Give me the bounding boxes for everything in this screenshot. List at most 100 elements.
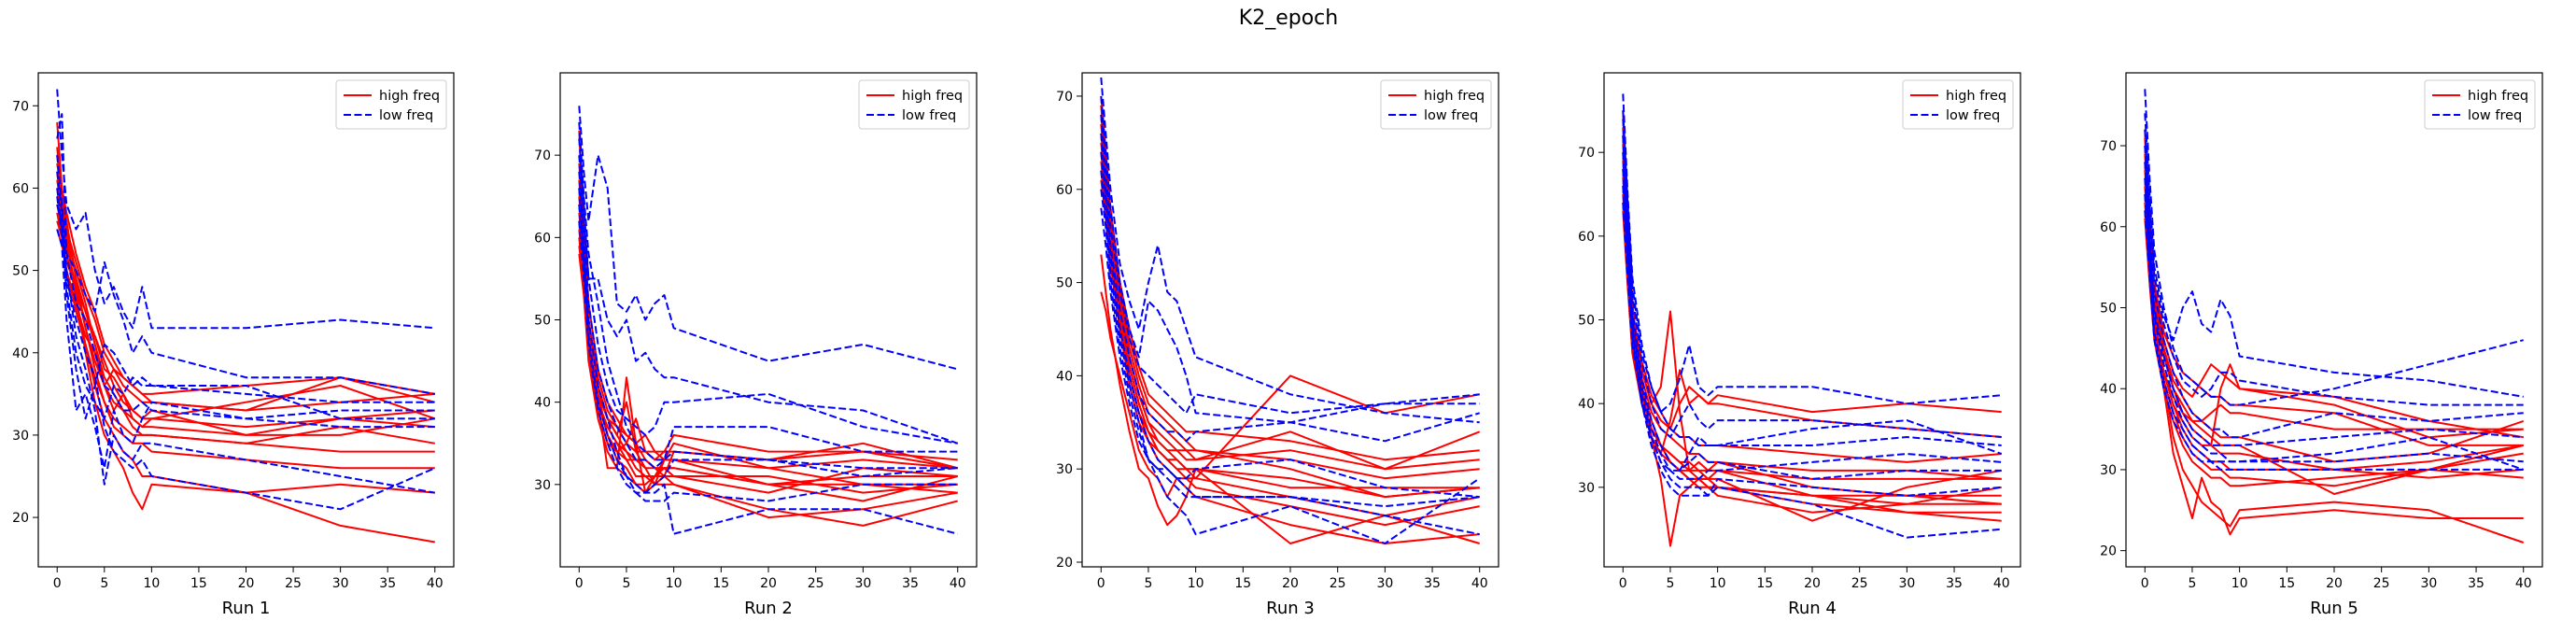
x-axis-label: Run 3 xyxy=(1266,599,1315,618)
low-freq-line-15 xyxy=(1100,114,1480,415)
y-tick-label: 60 xyxy=(1056,183,1073,198)
x-tick-label: 40 xyxy=(1471,576,1488,591)
x-tick-label: 35 xyxy=(379,576,396,591)
x-tick-label: 30 xyxy=(1898,576,1915,591)
y-tick-label: 70 xyxy=(534,148,551,163)
x-tick-label: 20 xyxy=(2326,576,2343,591)
high-freq-line-12 xyxy=(56,212,435,453)
chart-panel-1: 0 5 10 15 20 25 30 35 40 20 30 40 50 60 70 Run 1 high fr… xyxy=(12,72,455,618)
series-lines xyxy=(2144,89,2525,543)
x-axis-label: Run 4 xyxy=(1788,599,1837,618)
low-freq-line-14 xyxy=(1100,95,1480,443)
legend-box xyxy=(2424,79,2536,130)
low-freq-line-17 xyxy=(1622,169,2002,539)
low-freq-line-13 xyxy=(1622,93,2002,414)
y-tick-label: 60 xyxy=(2100,220,2117,235)
x-tick-label: 20 xyxy=(238,576,255,591)
y-tick-label: 50 xyxy=(2100,301,2117,316)
y-tick-label: 30 xyxy=(2100,463,2117,478)
y-tick-label: 20 xyxy=(2100,544,2117,559)
legend-box xyxy=(858,79,970,130)
x-tick-label: 5 xyxy=(622,576,630,591)
y-tick-label: 70 xyxy=(12,99,29,114)
x-tick-label: 10 xyxy=(666,576,683,591)
low-freq-line-19 xyxy=(56,155,435,429)
low-freq-line-17 xyxy=(2144,162,2524,446)
low-freq-line-13 xyxy=(56,89,435,330)
x-tick-label: 35 xyxy=(1424,576,1441,591)
x-axis-label: Run 2 xyxy=(744,599,793,618)
low-freq-line-18 xyxy=(56,171,435,494)
legend-label: high freq xyxy=(902,89,963,104)
legend: high freq low freq xyxy=(2424,79,2536,130)
x-tick-label: 30 xyxy=(854,576,871,591)
legend-label: high freq xyxy=(2468,89,2528,104)
low-freq-line-18 xyxy=(578,205,958,535)
chart-panel-5: 0 5 10 15 20 25 30 35 40 20 30 40 50 60 70 Run 5 high fr… xyxy=(2100,72,2543,618)
high-freq-line-10 xyxy=(56,195,435,412)
low-freq-line-16 xyxy=(1622,152,2002,480)
y-tick-label: 50 xyxy=(534,314,551,329)
low-freq-line-17 xyxy=(56,188,436,511)
legend-label: low freq xyxy=(1946,108,2000,123)
y-tick-label: 40 xyxy=(534,396,551,411)
low-freq-line-15 xyxy=(2144,129,2524,406)
x-axis-label: Run 1 xyxy=(222,599,271,618)
x-tick-label: 35 xyxy=(2468,576,2485,591)
x-tick-label: 25 xyxy=(808,576,824,591)
low-freq-line-19 xyxy=(578,220,958,494)
low-freq-line-14 xyxy=(2144,113,2524,398)
y-tick-label: 70 xyxy=(1056,90,1073,105)
series-lines xyxy=(578,106,959,535)
chart-panel-3: 0 5 10 15 20 25 30 35 40 20 30 40 50 60 70 Run 3 high fr… xyxy=(1056,72,1499,618)
high-freq-line-12 xyxy=(578,245,958,494)
series-lines xyxy=(1100,77,1481,544)
y-tick-label: 30 xyxy=(534,478,551,493)
x-tick-label: 25 xyxy=(285,576,302,591)
x-tick-label: 40 xyxy=(1993,576,2010,591)
low-freq-line-15 xyxy=(578,155,958,445)
y-tick-label: 40 xyxy=(1578,397,1595,412)
x-tick-label: 10 xyxy=(143,576,160,591)
series-lines xyxy=(1622,93,2003,547)
low-freq-line-20 xyxy=(1622,110,2003,455)
y-tick-label: 60 xyxy=(1578,230,1595,245)
low-freq-line-13 xyxy=(1100,77,1480,424)
legend-label: high freq xyxy=(1424,89,1485,104)
x-tick-label: 0 xyxy=(53,576,62,591)
low-freq-line-18 xyxy=(1100,170,1481,544)
x-tick-label: 40 xyxy=(427,576,443,591)
x-tick-label: 20 xyxy=(760,576,777,591)
low-freq-line-14 xyxy=(56,113,435,395)
y-tick-label: 20 xyxy=(1056,556,1073,571)
x-tick-label: 5 xyxy=(1144,576,1152,591)
legend-label: low freq xyxy=(902,108,956,123)
x-tick-label: 5 xyxy=(2188,576,2196,591)
figure-title: K2_epoch xyxy=(1239,7,1338,30)
legend: high freq low freq xyxy=(335,79,447,130)
y-tick-label: 40 xyxy=(12,346,29,361)
y-tick-label: 30 xyxy=(12,429,29,444)
low-freq-line-14 xyxy=(1622,119,2002,438)
x-tick-label: 40 xyxy=(2515,576,2532,591)
y-tick-label: 60 xyxy=(12,181,29,196)
x-tick-label: 25 xyxy=(1851,576,1868,591)
legend: high freq low freq xyxy=(858,79,970,130)
x-tick-label: 10 xyxy=(1188,576,1204,591)
x-tick-label: 0 xyxy=(575,576,584,591)
high-freq-line-9 xyxy=(1100,123,1480,471)
low-freq-line-20 xyxy=(2144,210,2524,471)
x-tick-label: 30 xyxy=(332,576,349,591)
x-tick-label: 5 xyxy=(1666,576,1674,591)
low-freq-line-20 xyxy=(56,196,435,420)
legend-label: low freq xyxy=(1424,108,1478,123)
legend: high freq low freq xyxy=(1380,79,1492,130)
y-tick-label: 20 xyxy=(12,511,29,526)
low-freq-line-14 xyxy=(578,138,959,445)
y-tick-label: 30 xyxy=(1578,481,1595,496)
chart-panel-2: 0 5 10 15 20 25 30 35 40 30 40 50 60 70 Run 2 high freq… xyxy=(534,72,978,618)
low-freq-line-19 xyxy=(2144,194,2525,471)
x-tick-label: 30 xyxy=(2420,576,2437,591)
